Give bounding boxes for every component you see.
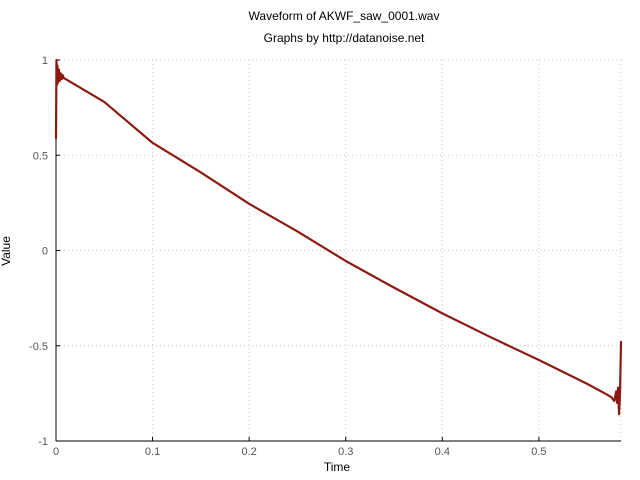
x-axis-label: Time xyxy=(324,460,351,474)
x-axis-ticks: 0 0.1 0.2 0.3 0.4 0.5 xyxy=(53,437,547,458)
x-tick-label: 0.2 xyxy=(242,446,257,458)
chart-title: Waveform of AKWF_saw_0001.wav xyxy=(249,9,440,23)
x-tick-label: 0 xyxy=(53,446,59,458)
waveform-series-line xyxy=(54,58,623,416)
x-tick-label: 0.4 xyxy=(435,446,450,458)
x-tick-label: 0.1 xyxy=(145,446,160,458)
y-axis-ticks: -1 -0.5 0 0.5 1 xyxy=(29,55,60,448)
y-axis-label: Value xyxy=(0,236,13,266)
y-tick-label: -1 xyxy=(38,436,48,448)
series-group xyxy=(54,58,623,416)
y-grid-lines xyxy=(56,59,621,347)
y-tick-label: -0.5 xyxy=(29,341,48,353)
y-tick-label: 0 xyxy=(42,246,48,258)
x-grid-lines xyxy=(152,60,622,441)
x-tick-label: 0.3 xyxy=(338,446,353,458)
x-tick-label: 0.5 xyxy=(531,446,546,458)
y-tick-label: 1 xyxy=(42,55,48,67)
y-tick-label: 0.5 xyxy=(33,150,48,162)
chart-subtitle: Graphs by http://datanoise.net xyxy=(264,31,425,45)
